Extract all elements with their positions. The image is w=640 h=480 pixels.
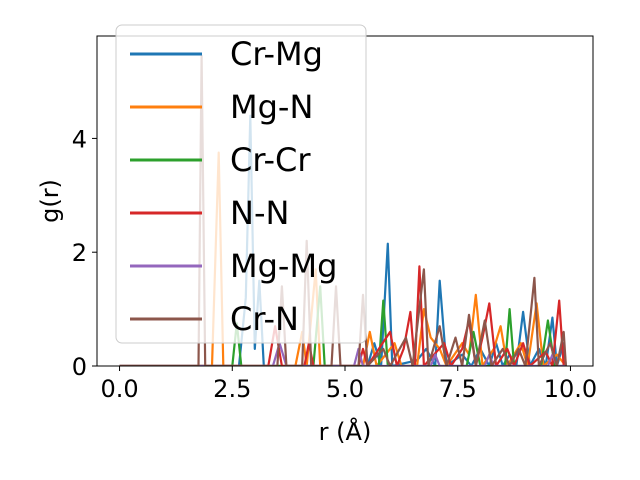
series-line-cr-n [119, 54, 567, 366]
x-tick-label: 7.5 [439, 375, 477, 403]
x-axis-ticks: 0.0 2.5 5.0 7.5 10.0 [100, 366, 597, 403]
x-tick-label: 0.0 [100, 375, 138, 403]
y-tick-label: 0 [72, 353, 87, 381]
series-line-mg-mg [119, 342, 566, 366]
legend-label-cr-mg: Cr-Mg [230, 35, 323, 73]
x-axis-label: r (Å) [319, 417, 372, 446]
legend-label-cr-cr: Cr-Cr [230, 141, 311, 179]
legend-label-mg-n: Mg-N [230, 88, 313, 126]
x-tick-label: 2.5 [213, 375, 251, 403]
y-tick-label: 4 [72, 125, 87, 153]
y-axis-label: g(r) [36, 179, 64, 223]
y-axis-ticks: 0 2 4 [72, 125, 97, 381]
x-tick-label: 5.0 [326, 375, 364, 403]
legend-box [115, 24, 367, 344]
legend-label-n-n: N-N [230, 194, 289, 232]
x-tick-label: 10.0 [544, 375, 597, 403]
legend-label-cr-n: Cr-N [230, 300, 299, 338]
legend-label-mg-mg: Mg-Mg [230, 247, 337, 285]
y-tick-label: 2 [72, 239, 87, 267]
legend: Cr-Mg Mg-N Cr-Cr N-N Mg-Mg Cr-N [115, 24, 367, 344]
